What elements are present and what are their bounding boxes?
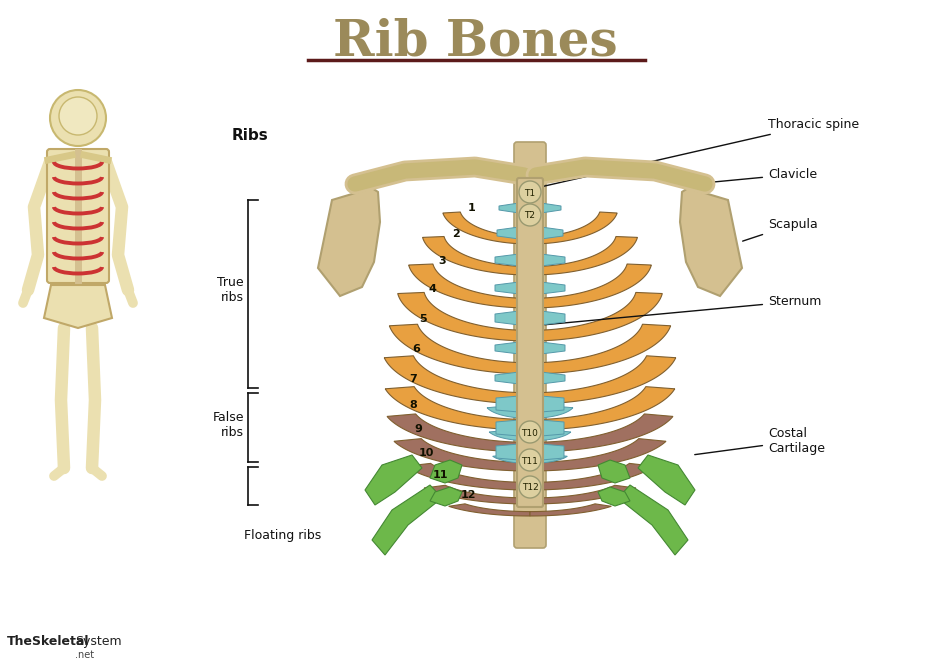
Polygon shape bbox=[530, 464, 655, 490]
Polygon shape bbox=[424, 485, 530, 504]
Polygon shape bbox=[384, 356, 530, 404]
Polygon shape bbox=[430, 487, 462, 506]
Polygon shape bbox=[448, 504, 530, 516]
Polygon shape bbox=[541, 227, 563, 239]
Text: T2: T2 bbox=[524, 211, 536, 221]
Polygon shape bbox=[443, 212, 530, 244]
Text: 5: 5 bbox=[419, 314, 427, 324]
Text: Thoracic spine: Thoracic spine bbox=[539, 118, 859, 187]
Polygon shape bbox=[530, 212, 618, 244]
Circle shape bbox=[519, 204, 541, 226]
Text: T12: T12 bbox=[522, 484, 539, 492]
Polygon shape bbox=[541, 282, 565, 294]
Text: Costal
Cartilage: Costal Cartilage bbox=[694, 427, 825, 455]
Text: .net: .net bbox=[75, 650, 94, 660]
Polygon shape bbox=[318, 188, 380, 296]
Text: 2: 2 bbox=[452, 229, 460, 239]
Polygon shape bbox=[372, 485, 442, 555]
Polygon shape bbox=[406, 464, 530, 490]
Polygon shape bbox=[430, 460, 462, 483]
Polygon shape bbox=[680, 188, 742, 296]
Polygon shape bbox=[493, 452, 567, 464]
Polygon shape bbox=[530, 439, 666, 471]
Text: 7: 7 bbox=[409, 374, 417, 384]
Polygon shape bbox=[408, 264, 530, 308]
Polygon shape bbox=[530, 387, 674, 430]
Text: Scapula: Scapula bbox=[743, 218, 818, 241]
Text: 10: 10 bbox=[418, 448, 434, 458]
Polygon shape bbox=[541, 254, 565, 266]
Circle shape bbox=[59, 97, 97, 135]
Circle shape bbox=[519, 181, 541, 203]
Text: 4: 4 bbox=[428, 284, 436, 294]
Text: True
ribs: True ribs bbox=[218, 276, 244, 304]
FancyBboxPatch shape bbox=[517, 178, 543, 507]
Polygon shape bbox=[541, 311, 565, 325]
FancyBboxPatch shape bbox=[47, 149, 109, 283]
Polygon shape bbox=[496, 420, 519, 436]
Polygon shape bbox=[530, 324, 671, 374]
Text: 3: 3 bbox=[438, 256, 446, 266]
Polygon shape bbox=[530, 237, 637, 275]
Polygon shape bbox=[618, 485, 688, 555]
Polygon shape bbox=[598, 487, 630, 506]
Polygon shape bbox=[487, 404, 573, 418]
Text: T11: T11 bbox=[522, 456, 539, 466]
Text: False
ribs: False ribs bbox=[213, 411, 244, 439]
Polygon shape bbox=[423, 237, 530, 275]
Text: 6: 6 bbox=[412, 344, 420, 354]
Text: Rib Bones: Rib Bones bbox=[332, 17, 618, 66]
Polygon shape bbox=[530, 264, 652, 308]
Polygon shape bbox=[495, 342, 519, 354]
Polygon shape bbox=[489, 428, 571, 441]
Polygon shape bbox=[598, 460, 630, 483]
Polygon shape bbox=[398, 292, 530, 341]
Text: 11: 11 bbox=[432, 470, 447, 480]
Polygon shape bbox=[541, 372, 565, 384]
Polygon shape bbox=[541, 444, 564, 460]
Polygon shape bbox=[530, 292, 662, 341]
Polygon shape bbox=[541, 396, 564, 412]
Polygon shape bbox=[530, 414, 673, 452]
Polygon shape bbox=[394, 439, 530, 471]
Text: 1: 1 bbox=[468, 203, 476, 213]
Text: TheSkeletal: TheSkeletal bbox=[7, 635, 89, 648]
Polygon shape bbox=[530, 504, 611, 516]
Polygon shape bbox=[638, 455, 695, 505]
Text: Sternum: Sternum bbox=[544, 295, 822, 324]
Circle shape bbox=[519, 421, 541, 443]
Text: T1: T1 bbox=[524, 189, 536, 197]
Polygon shape bbox=[390, 324, 530, 374]
Polygon shape bbox=[495, 282, 519, 294]
Polygon shape bbox=[495, 372, 519, 384]
Text: 9: 9 bbox=[414, 424, 422, 434]
Polygon shape bbox=[495, 254, 519, 266]
Polygon shape bbox=[44, 285, 112, 328]
Polygon shape bbox=[541, 203, 561, 213]
Text: Clavicle: Clavicle bbox=[706, 168, 817, 183]
Circle shape bbox=[519, 449, 541, 471]
Polygon shape bbox=[530, 356, 675, 404]
Polygon shape bbox=[365, 455, 422, 505]
Polygon shape bbox=[541, 342, 565, 354]
Polygon shape bbox=[496, 444, 519, 460]
Text: Floating ribs: Floating ribs bbox=[244, 529, 321, 541]
Text: T10: T10 bbox=[522, 429, 539, 438]
Polygon shape bbox=[495, 311, 519, 325]
FancyBboxPatch shape bbox=[514, 142, 546, 548]
Polygon shape bbox=[387, 414, 530, 452]
Text: 8: 8 bbox=[409, 400, 417, 410]
Circle shape bbox=[50, 90, 106, 146]
Polygon shape bbox=[541, 420, 564, 436]
Polygon shape bbox=[497, 227, 519, 239]
Polygon shape bbox=[496, 396, 519, 412]
Polygon shape bbox=[530, 485, 636, 504]
Text: Ribs: Ribs bbox=[232, 128, 269, 143]
Polygon shape bbox=[386, 387, 530, 430]
Text: 12: 12 bbox=[460, 490, 476, 500]
Circle shape bbox=[519, 476, 541, 498]
Polygon shape bbox=[499, 203, 519, 213]
Text: System: System bbox=[75, 635, 122, 648]
